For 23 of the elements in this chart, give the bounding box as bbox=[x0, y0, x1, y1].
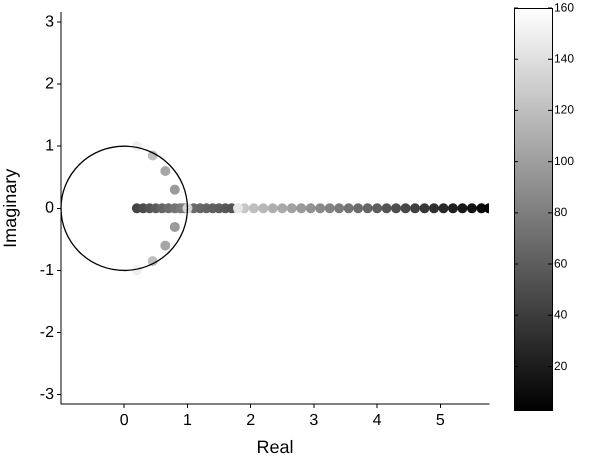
color-bar-label: 140 bbox=[554, 52, 574, 66]
color-bar-label: 100 bbox=[554, 154, 574, 168]
y-tick-label: -3 bbox=[40, 386, 54, 404]
color-bar-label: 160 bbox=[554, 0, 574, 14]
y-tick-label: -2 bbox=[40, 324, 54, 341]
color-bar-label: 120 bbox=[554, 102, 574, 117]
color-bar-label: 20 bbox=[554, 358, 568, 373]
y-tick-label: 1 bbox=[45, 138, 54, 155]
color-bar-label: 80 bbox=[554, 205, 568, 220]
y-tick-label: 0 bbox=[45, 200, 54, 217]
x-tick-label: 2 bbox=[246, 412, 256, 430]
x-tick-label: 0 bbox=[120, 412, 129, 430]
x-tick-label: 4 bbox=[372, 412, 382, 430]
color-bar-label: 40 bbox=[554, 308, 568, 322]
x-axis-title: Real bbox=[256, 437, 294, 458]
color-bar-label: 60 bbox=[554, 256, 568, 270]
y-tick-label: 2 bbox=[45, 75, 54, 92]
x-tick-label: 3 bbox=[309, 412, 318, 430]
y-tick-label: 3 bbox=[45, 13, 54, 30]
x-tick-label: 5 bbox=[436, 412, 445, 430]
x-tick-label: 1 bbox=[182, 412, 192, 430]
y-axis-title: Imaginary bbox=[0, 168, 20, 248]
y-tick-label: -1 bbox=[40, 262, 54, 279]
